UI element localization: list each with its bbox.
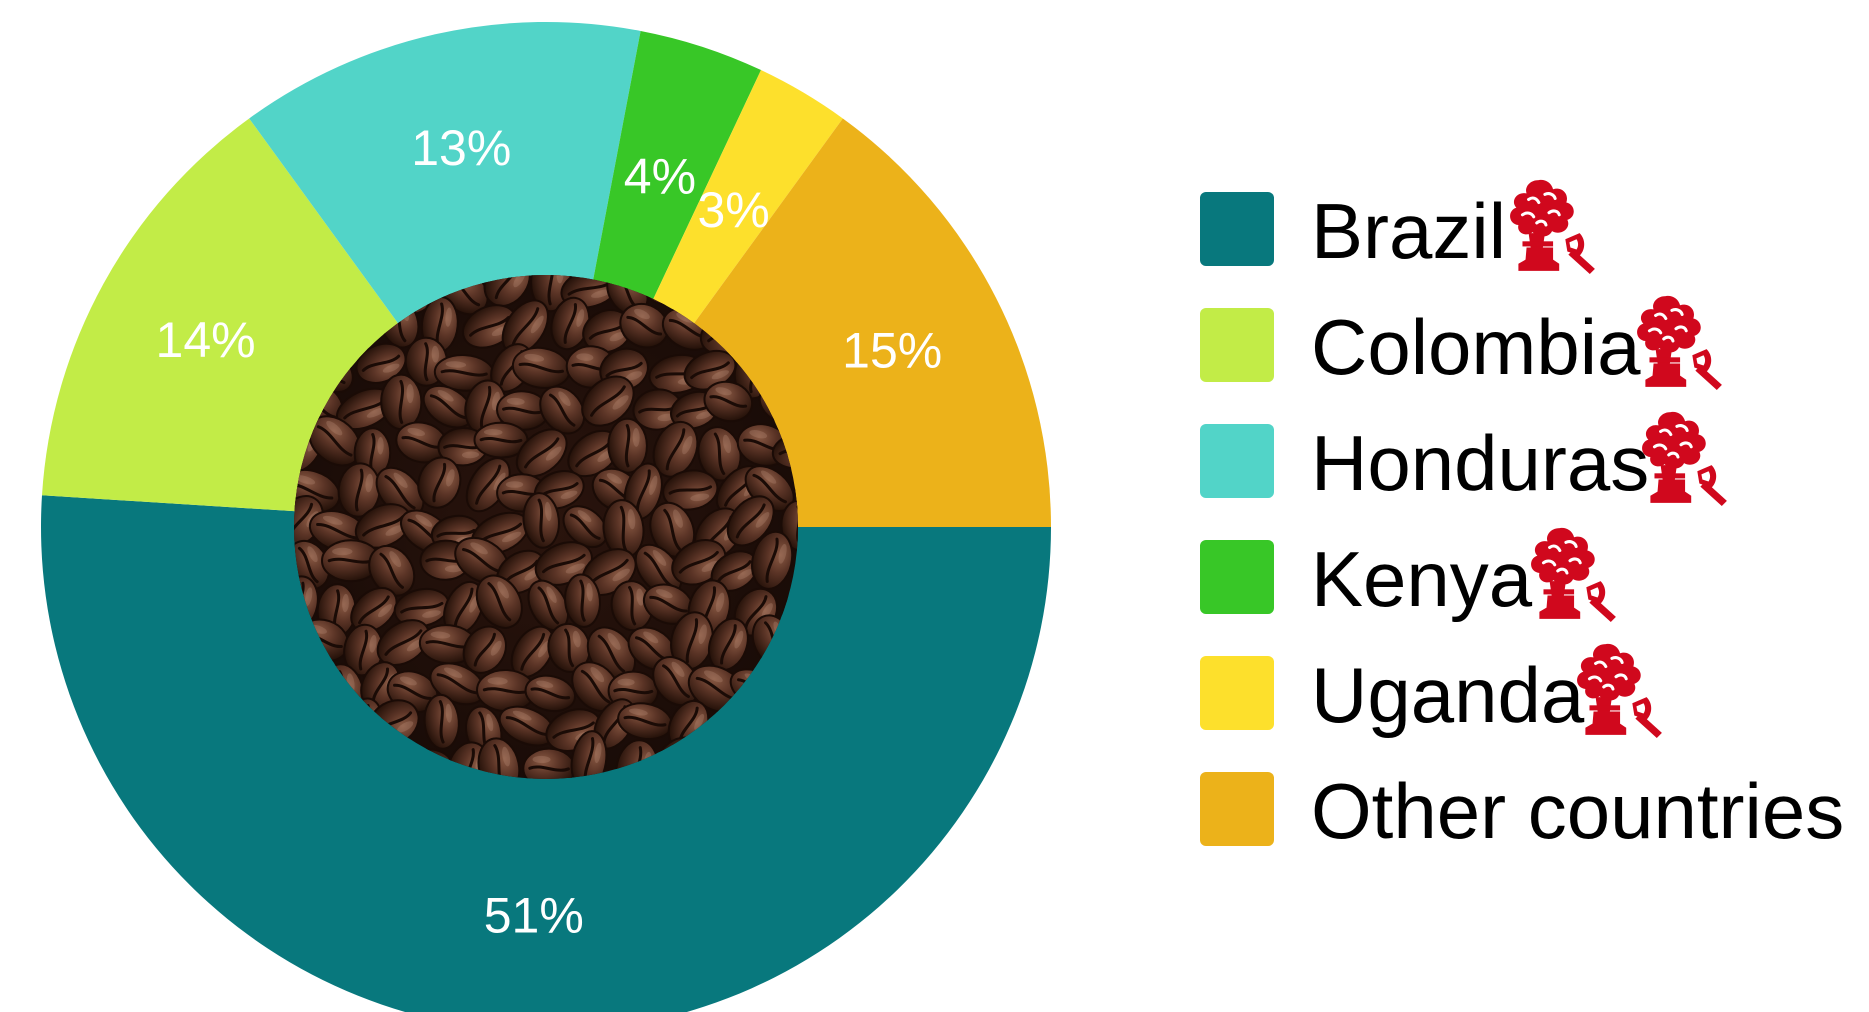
legend-item-uganda: Uganda: [1200, 642, 1664, 740]
deforestation-icon: [1575, 642, 1664, 740]
legend-label-colombia: Colombia: [1311, 303, 1641, 391]
coffee-beans-image: [294, 275, 798, 779]
legend: Brazil Colombia Honduras Kenya Uganda Other c…: [1200, 178, 1844, 855]
deforestation-icon: [1635, 294, 1724, 392]
slice-labels: 51% 14% 13% 4%3% 15%: [156, 120, 943, 943]
slice-label-kenya: 4%: [624, 149, 696, 205]
legend-item-honduras: Honduras: [1200, 410, 1729, 508]
legend-label-honduras: Honduras: [1311, 419, 1649, 507]
legend-swatch-kenya: [1200, 540, 1274, 614]
legend-swatch-other-countries: [1200, 772, 1274, 846]
legend-swatch-brazil: [1200, 192, 1274, 266]
deforestation-icon: [1529, 526, 1618, 624]
slice-label-colombia: 14%: [156, 312, 256, 368]
slice-label-other-countries: 15%: [842, 323, 942, 379]
deforestation-icon: [1640, 410, 1729, 508]
legend-label-brazil: Brazil: [1311, 187, 1506, 275]
legend-swatch-honduras: [1200, 424, 1274, 498]
legend-label-other-countries: Other countries: [1311, 767, 1844, 855]
legend-item-kenya: Kenya: [1200, 526, 1618, 624]
slice-label-honduras: 13%: [411, 120, 511, 176]
legend-item-brazil: Brazil: [1200, 178, 1597, 276]
slice-label-uganda: 3%: [697, 182, 769, 238]
legend-item-other-countries: Other countries: [1200, 767, 1844, 855]
deforestation-icon: [1508, 178, 1597, 276]
legend-label-uganda: Uganda: [1311, 651, 1585, 739]
legend-item-colombia: Colombia: [1200, 294, 1724, 392]
legend-swatch-colombia: [1200, 308, 1274, 382]
slice-label-brazil: 51%: [484, 887, 584, 943]
legend-label-kenya: Kenya: [1311, 535, 1533, 623]
legend-swatch-uganda: [1200, 656, 1274, 730]
